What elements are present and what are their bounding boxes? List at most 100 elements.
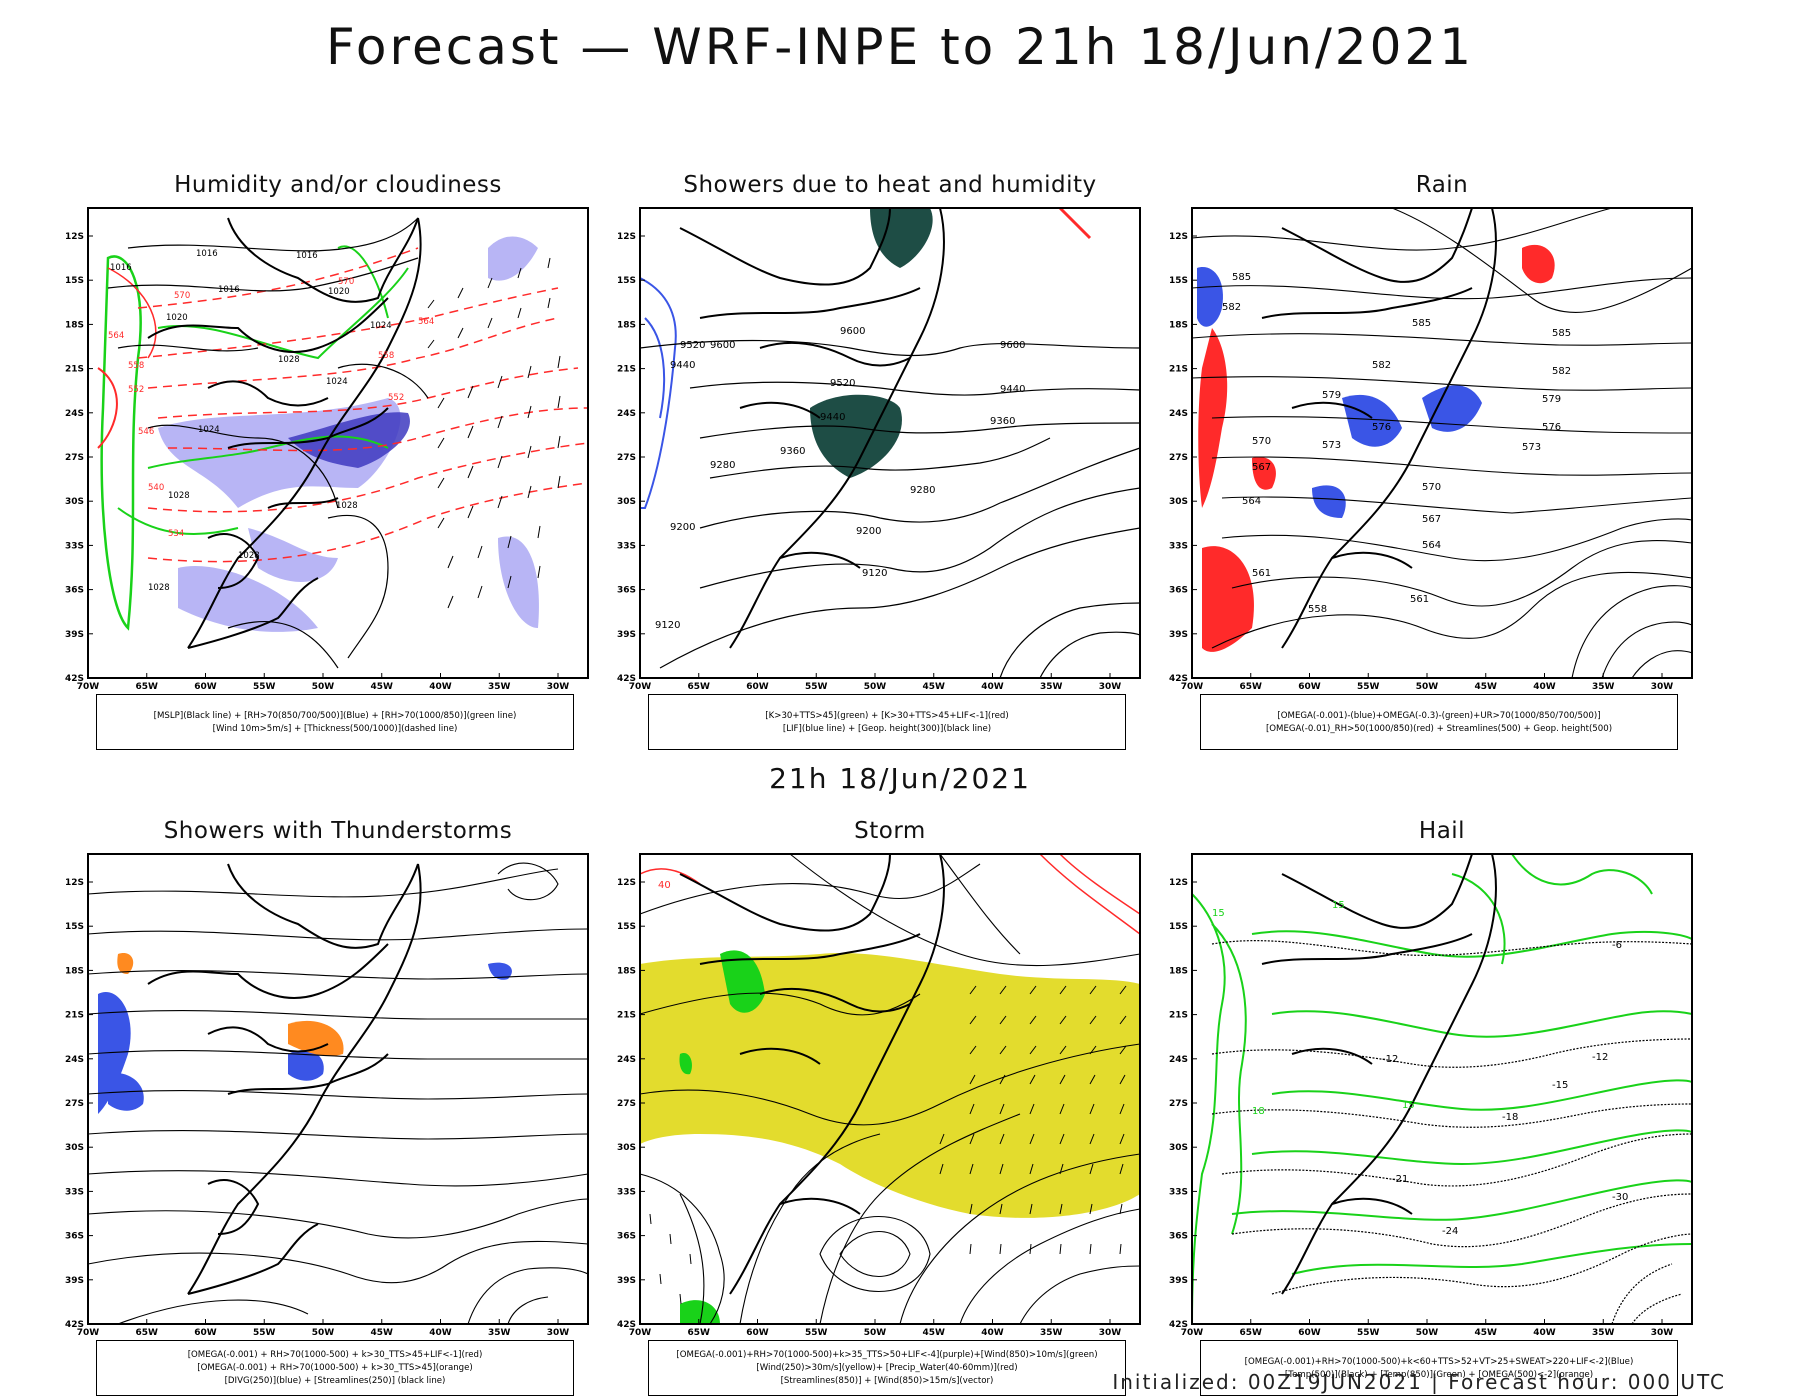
lat-tick-label: 24S — [1169, 409, 1188, 419]
lat-tick-label: 21S — [617, 1011, 636, 1021]
geop-label: 570 — [1252, 436, 1271, 447]
map-svg: 585 582 585 585 582 582 579 579 576 576 … — [1169, 207, 1693, 692]
lon-tick-label: 30W — [1651, 682, 1674, 692]
legend-showers-heat: [K>30+TTS>45](green) + [K>30+TTS>45+LIF<… — [648, 694, 1126, 750]
lat-tick-label: 33S — [65, 541, 84, 551]
lat-tick-label: 21S — [1169, 365, 1188, 375]
lon-tick-label: 60W — [746, 1328, 769, 1338]
lon-tick-label: 55W — [805, 682, 828, 692]
lon-tick-label: 30W — [1651, 1328, 1674, 1338]
lon-tick-label: 65W — [688, 682, 711, 692]
isobar-label: 1020 — [328, 287, 350, 297]
geop-label: 564 — [1422, 540, 1441, 551]
map-hail: -6 -12 -12 -15 -18 -21 -24 -30 15 15 18 … — [1169, 853, 1693, 1338]
geop-label: 561 — [1252, 568, 1271, 579]
panel-showers-heat: Showers due to heat and humidity — [617, 172, 1141, 750]
panel-humidity: Humidity and/or cloudiness — [65, 172, 589, 750]
lat-tick-label: 27S — [1169, 1099, 1188, 1109]
temp-label: -24 — [1442, 1226, 1458, 1237]
lat-tick-label: 15S — [617, 922, 636, 932]
lon-tick-label: 30W — [547, 1328, 570, 1338]
legend-storm: [OMEGA(-0.001)+RH>70(1000-500)+k>35_TTS>… — [648, 1340, 1126, 1396]
lon-tick-label: 40W — [429, 1328, 452, 1338]
map-rain: 585 582 585 585 582 582 579 579 576 576 … — [1169, 207, 1693, 692]
lat-tick-label: 30S — [1169, 1143, 1188, 1153]
isobar-label: 1016 — [196, 249, 218, 259]
lon-tick-label: 35W — [1592, 1328, 1615, 1338]
lon-tick-label: 30W — [1099, 682, 1122, 692]
lon-tick-label: 65W — [136, 682, 159, 692]
temp850-label: 18 — [1252, 1106, 1265, 1117]
thickness-label: 546 — [138, 427, 154, 437]
lat-tick-label: 39S — [1169, 1276, 1188, 1286]
geop-label: 9440 — [820, 412, 845, 423]
lat-tick-label: 15S — [1169, 276, 1188, 286]
geop-label: 573 — [1522, 442, 1541, 453]
map-storm: 40 12S 15S 18S 21S 24S 27S 30S 33S 36S 39S 42S 70W 6… — [617, 853, 1141, 1338]
lat-tick-label: 15S — [65, 276, 84, 286]
lat-tick-label: 24S — [617, 409, 636, 419]
lon-tick-label: 60W — [746, 682, 769, 692]
thickness-label: 564 — [108, 331, 124, 341]
geop-label: 582 — [1222, 302, 1241, 313]
legend-line: [OMEGA(-0.001)+RH>70(1000-500)+k<60+TTS>… — [1244, 1356, 1634, 1367]
lat-tick-label: 30S — [617, 497, 636, 507]
lon-tick-label: 40W — [1533, 682, 1556, 692]
lon-tick-label: 70W — [629, 682, 652, 692]
lon-tick-label: 35W — [488, 682, 511, 692]
isobar-label: 1028 — [336, 501, 358, 511]
temp-label: -12 — [1592, 1052, 1608, 1063]
map-svg: 1016 1016 1016 1016 1020 1020 1024 1028 … — [65, 207, 589, 692]
lon-tick-label: 45W — [371, 682, 394, 692]
geop-label: 9280 — [710, 460, 735, 471]
lat-tick-label: 12S — [1169, 878, 1188, 888]
lon-tick-label: 50W — [864, 682, 887, 692]
lat-tick-label: 39S — [1169, 630, 1188, 640]
isobar-label: 1024 — [198, 425, 220, 435]
lat-tick-label: 36S — [1169, 1232, 1188, 1242]
lat-tick-label: 36S — [617, 586, 636, 596]
geop-label: 567 — [1252, 462, 1271, 473]
lat-tick-label: 21S — [1169, 1011, 1188, 1021]
lon-tick-label: 35W — [1040, 1328, 1063, 1338]
lat-tick-label: 21S — [65, 1011, 84, 1021]
panel-storm: Storm — [617, 818, 1141, 1396]
lat-tick-label: 27S — [617, 453, 636, 463]
map-svg: -6 -12 -12 -15 -18 -21 -24 -30 15 15 18 … — [1169, 853, 1693, 1338]
lon-tick-label: 50W — [864, 1328, 887, 1338]
thickness-label: 558 — [128, 361, 144, 371]
geop-label: 564 — [1242, 496, 1261, 507]
lat-tick-label: 27S — [65, 453, 84, 463]
thickness-label: 558 — [378, 351, 394, 361]
lat-tick-label: 33S — [617, 1187, 636, 1197]
lat-tick-label: 18S — [65, 320, 84, 330]
lon-tick-label: 55W — [1357, 1328, 1380, 1338]
isobar-label: 1028 — [278, 355, 300, 365]
lat-tick-label: 24S — [617, 1055, 636, 1065]
lat-tick-label: 18S — [1169, 320, 1188, 330]
legend-line: [Wind 10m>5m/s] + [Thickness(500/1000)](… — [212, 723, 458, 734]
lat-tick-label: 21S — [617, 365, 636, 375]
lat-tick-label: 42S — [65, 1320, 84, 1330]
lon-tick-label: 45W — [1475, 1328, 1498, 1338]
lat-tick-label: 12S — [65, 878, 84, 888]
lon-tick-label: 70W — [629, 1328, 652, 1338]
lat-tick-label: 42S — [1169, 1320, 1188, 1330]
temp-label: -18 — [1502, 1112, 1518, 1123]
lon-tick-label: 50W — [312, 1328, 335, 1338]
lat-tick-label: 36S — [617, 1232, 636, 1242]
lat-tick-label: 39S — [617, 630, 636, 640]
geop-label: 9520 — [680, 340, 705, 351]
lat-tick-label: 30S — [65, 1143, 84, 1153]
lon-tick-label: 45W — [371, 1328, 394, 1338]
lat-tick-label: 24S — [1169, 1055, 1188, 1065]
lon-tick-label: 65W — [688, 1328, 711, 1338]
legend-line: [DIVG(250)](blue) + [Streamlines(250)] (… — [224, 1376, 446, 1386]
lat-tick-label: 24S — [65, 409, 84, 419]
map-showers-heat: 9600 9600 9520 9600 9520 9440 9440 9440 … — [617, 206, 1141, 692]
geop-label: 9520 — [830, 378, 855, 389]
